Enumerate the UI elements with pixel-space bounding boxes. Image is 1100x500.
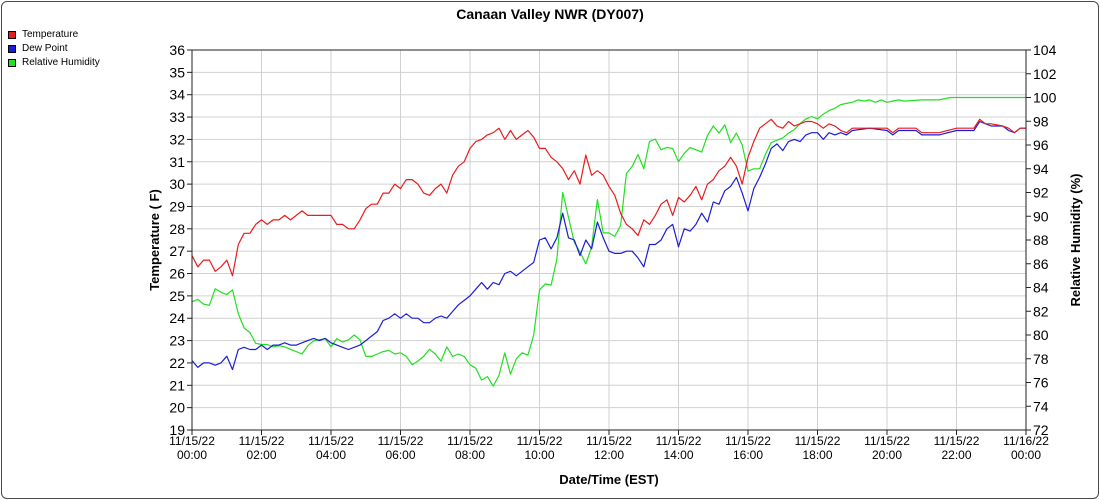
- grid: [191, 49, 1027, 431]
- x-tick-label: 11/15/22 12:00: [586, 434, 632, 462]
- left-tick-label: 30: [169, 176, 185, 192]
- series-line-dew-point: [191, 120, 1026, 371]
- left-tick-label: 20: [169, 400, 185, 416]
- x-tick-label: 11/15/22 20:00: [864, 434, 910, 462]
- right-tick-label: 86: [1033, 256, 1049, 272]
- x-tick-label: 11/15/22 18:00: [795, 434, 841, 462]
- right-tick-label: 96: [1033, 137, 1049, 153]
- left-tick-label: 19: [169, 422, 185, 438]
- right-tick-label: 88: [1033, 232, 1049, 248]
- chart-title: Canaan Valley NWR (DY007): [456, 6, 644, 22]
- x-tick-label: 11/15/22 16:00: [725, 434, 771, 462]
- x-tick-label: 11/15/22 22:00: [934, 434, 980, 462]
- left-tick-label: 21: [169, 377, 185, 393]
- right-tick-label: 104: [1033, 42, 1057, 58]
- right-tick-label: 78: [1033, 351, 1049, 367]
- right-tick-label: 84: [1033, 280, 1049, 296]
- left-axis: 19 20 21 22 23 24 25 26 27 28 29 30 31 32 33 34 35 36: [169, 42, 192, 438]
- right-tick-label: 92: [1033, 185, 1049, 201]
- left-tick-label: 29: [169, 198, 185, 214]
- left-tick-label: 22: [169, 355, 185, 371]
- x-tick-label: 11/15/22 14:00: [656, 434, 702, 462]
- left-tick-label: 27: [169, 243, 185, 259]
- right-tick-label: 100: [1033, 90, 1057, 106]
- left-tick-label: 24: [169, 310, 185, 326]
- left-tick-label: 35: [169, 64, 185, 80]
- left-tick-label: 28: [169, 221, 185, 237]
- right-tick-label: 80: [1033, 327, 1049, 343]
- left-tick-label: 23: [169, 333, 185, 349]
- left-tick-label: 33: [169, 109, 185, 125]
- right-tick-label: 74: [1033, 398, 1049, 414]
- left-tick-label: 31: [169, 154, 185, 170]
- x-tick-label: 11/16/22 00:00: [1003, 434, 1049, 462]
- left-tick-label: 26: [169, 266, 185, 282]
- legend-label-dew-point: Dew Point: [22, 43, 68, 54]
- right-tick-label: 98: [1033, 113, 1049, 129]
- right-tick-label: 94: [1033, 161, 1049, 177]
- right-tick-label: 76: [1033, 375, 1049, 391]
- x-axis-label: Date/Time (EST): [559, 472, 658, 487]
- x-tick-label: 11/15/22 00:00: [169, 434, 215, 462]
- legend-label-temperature: Temperature: [22, 29, 79, 40]
- series-line-relative-humidity: [191, 96, 1026, 387]
- x-tick-label: 11/15/22 02:00: [239, 434, 285, 462]
- x-tick-label: 11/15/22 04:00: [308, 434, 354, 462]
- x-tick-label: 11/15/22 10:00: [517, 434, 563, 462]
- legend-swatch-relative-humidity: [8, 59, 16, 67]
- legend-item-relative-humidity: Relative Humidity: [8, 56, 100, 70]
- x-tick-label: 11/15/22 08:00: [447, 434, 493, 462]
- y-axis-label: Temperature ( F): [147, 189, 162, 291]
- right-tick-label: 102: [1033, 66, 1057, 82]
- right-axis: 72 74 76 78 80 82 84 86 88 90 92 94 96 98 100 102 104: [1026, 42, 1057, 438]
- legend-swatch-temperature: [8, 31, 16, 39]
- series-line-temperature: [191, 118, 1026, 277]
- right-tick-label: 72: [1033, 422, 1049, 438]
- left-tick-label: 36: [169, 42, 185, 58]
- series-layer: [191, 96, 1026, 387]
- right-tick-label: 90: [1033, 208, 1049, 224]
- legend-item-dew-point: Dew Point: [8, 42, 100, 56]
- x-axis: 11/15/22 00:00 11/15/22 02:00 11/15/22 04:00 1…: [169, 430, 1049, 462]
- left-tick-label: 34: [169, 87, 185, 103]
- left-tick-label: 25: [169, 288, 185, 304]
- right-tick-label: 82: [1033, 303, 1049, 319]
- left-tick-label: 32: [169, 131, 185, 147]
- legend: Temperature Dew Point Relative Humidity: [8, 28, 100, 70]
- y2-axis-label: Relative Humidity (%): [1068, 174, 1083, 307]
- x-tick-label: 11/15/22 06:00: [378, 434, 424, 462]
- legend-label-relative-humidity: Relative Humidity: [22, 57, 100, 68]
- legend-swatch-dew-point: [8, 45, 16, 53]
- legend-item-temperature: Temperature: [8, 28, 100, 42]
